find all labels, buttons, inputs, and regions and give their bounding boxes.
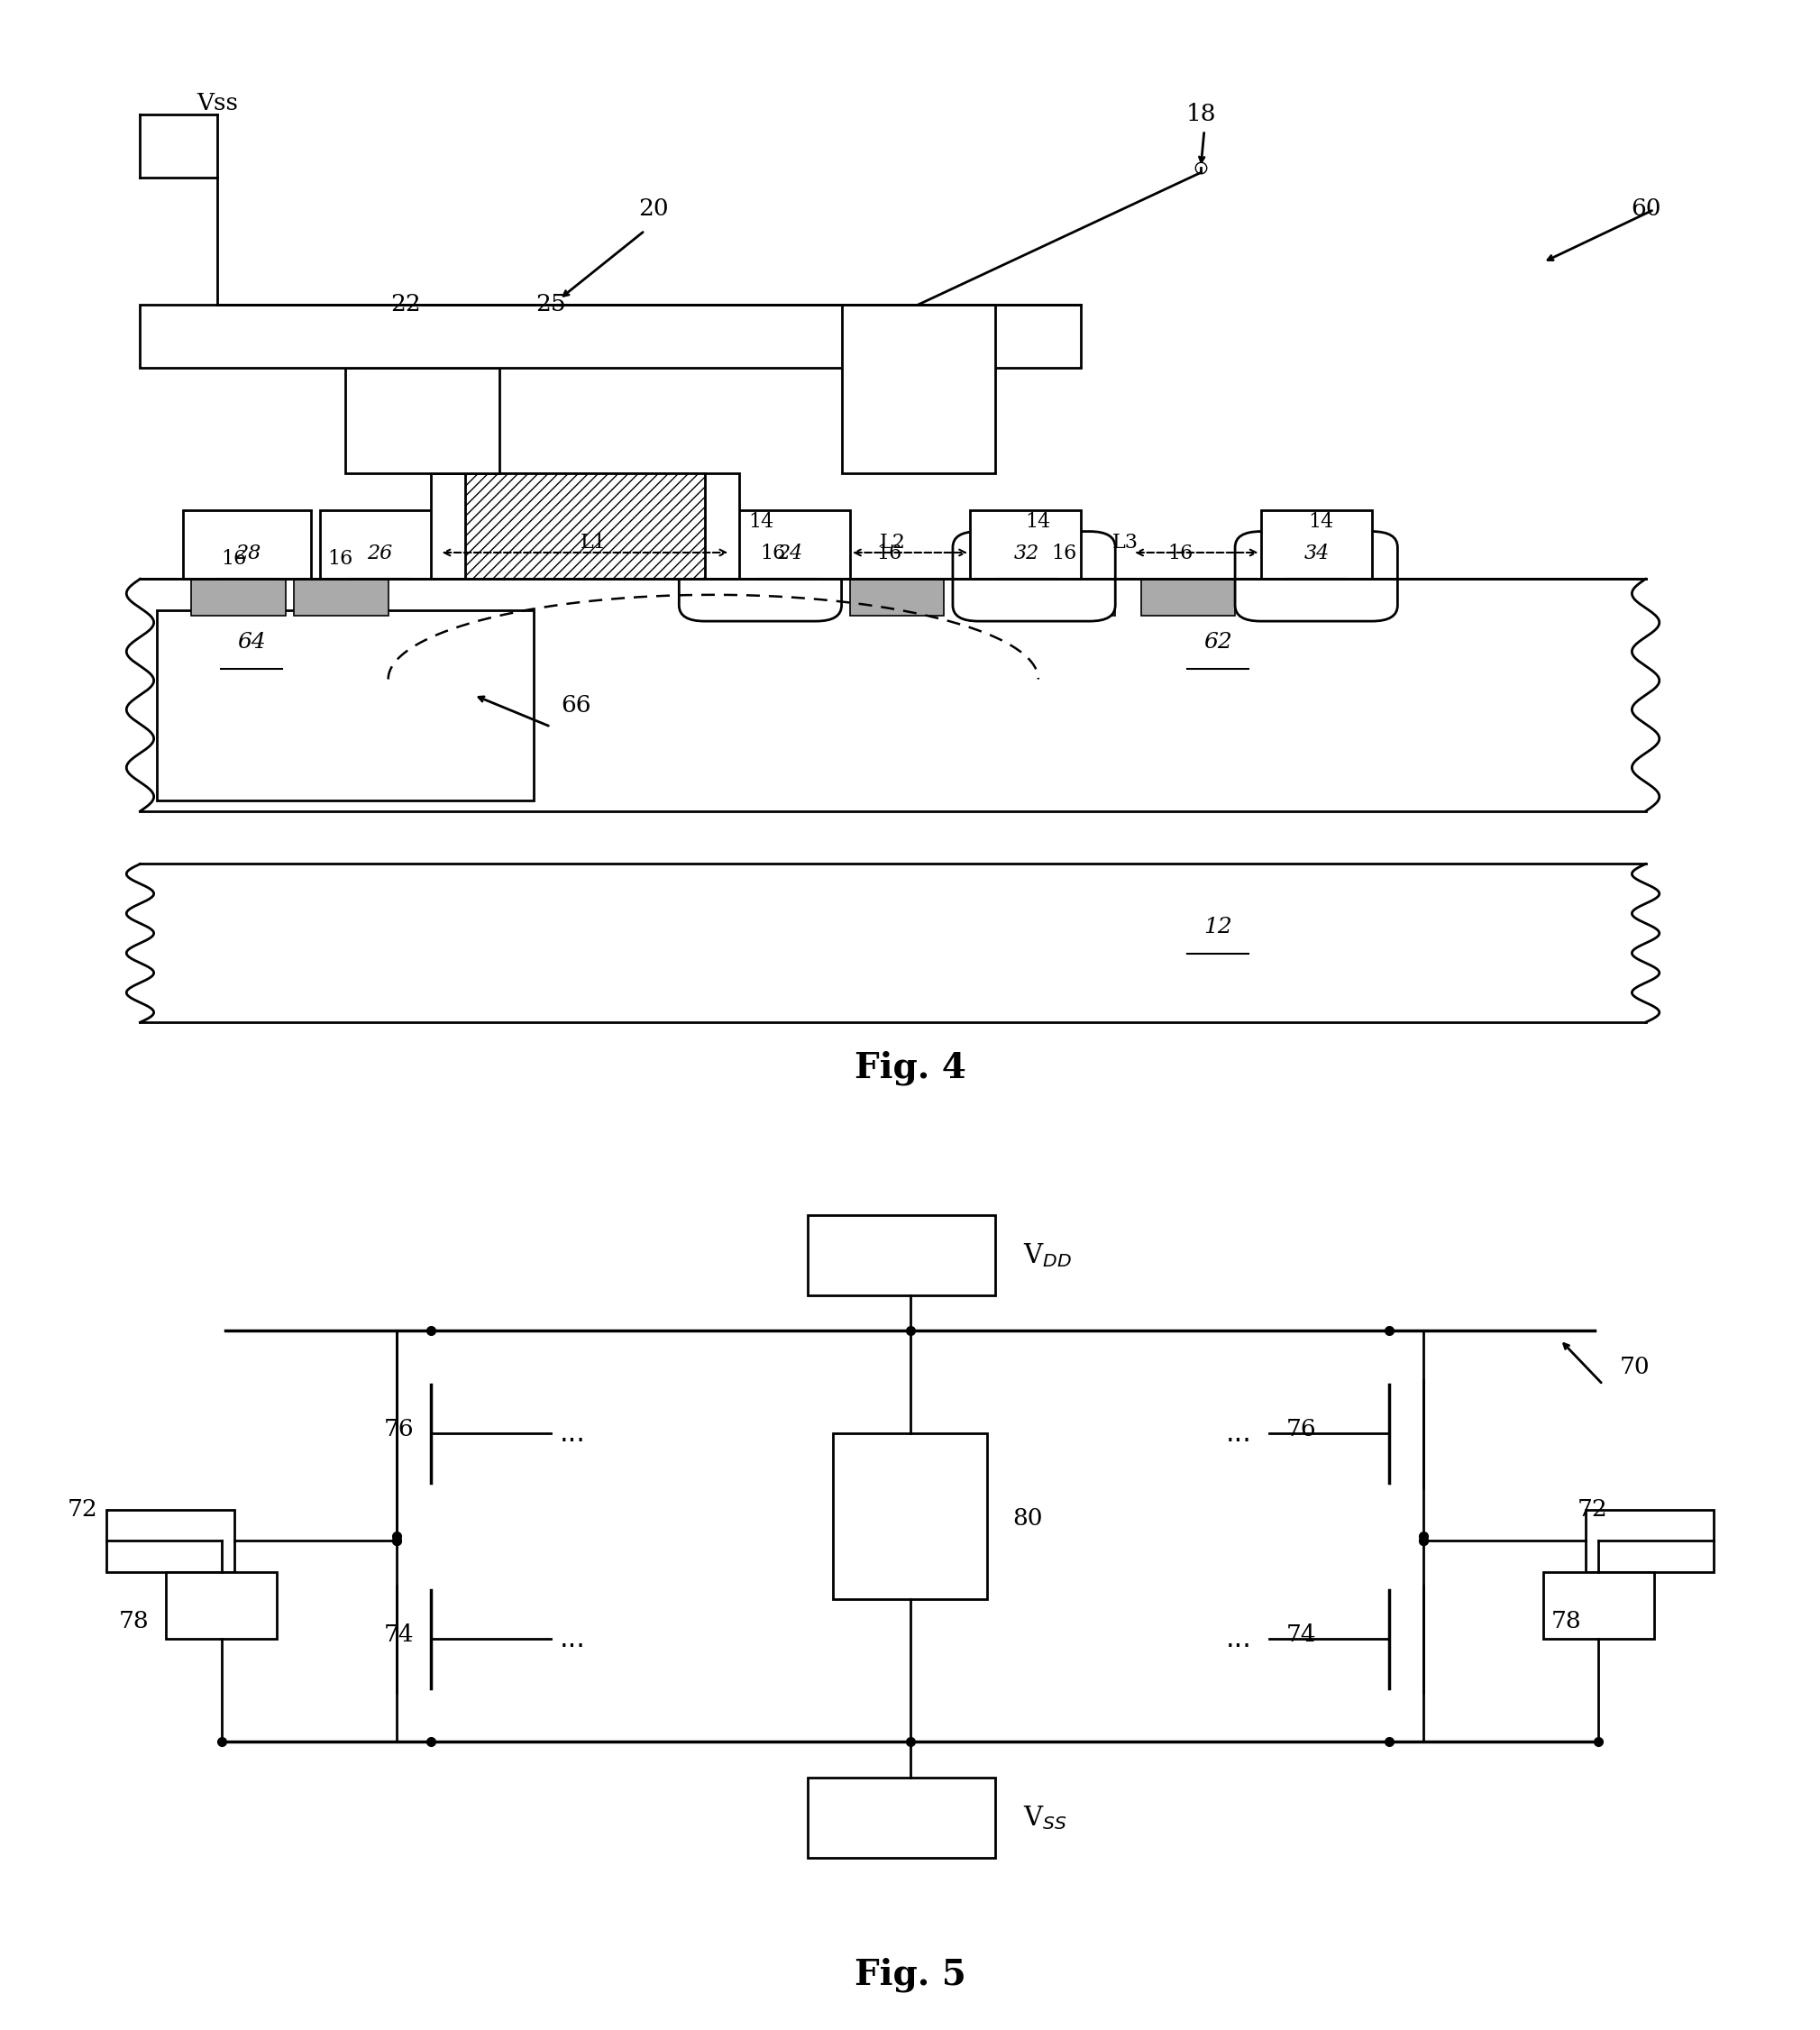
FancyBboxPatch shape <box>166 1571 277 1638</box>
Text: 22: 22 <box>389 292 420 315</box>
Text: 78: 78 <box>118 1610 149 1632</box>
FancyBboxPatch shape <box>850 579 945 615</box>
FancyBboxPatch shape <box>1021 579 1116 615</box>
FancyBboxPatch shape <box>1141 579 1236 615</box>
Text: 66: 66 <box>561 694 592 717</box>
FancyBboxPatch shape <box>730 510 850 579</box>
Text: 12: 12 <box>1203 918 1232 938</box>
Text: 60: 60 <box>1631 197 1660 219</box>
Text: 16: 16 <box>1168 544 1194 562</box>
Text: 74: 74 <box>384 1624 413 1646</box>
Text: 64: 64 <box>237 631 266 654</box>
Text: 74: 74 <box>1287 1624 1316 1646</box>
FancyBboxPatch shape <box>466 473 704 579</box>
Text: 26: 26 <box>368 544 393 562</box>
Text: Fig. 5: Fig. 5 <box>854 1957 966 1991</box>
FancyBboxPatch shape <box>808 1214 996 1295</box>
FancyBboxPatch shape <box>191 579 286 615</box>
Text: 76: 76 <box>384 1417 413 1441</box>
Text: 25: 25 <box>535 292 566 315</box>
Text: ...: ... <box>1227 1421 1252 1447</box>
FancyBboxPatch shape <box>295 579 388 615</box>
FancyBboxPatch shape <box>320 510 440 579</box>
Text: 70: 70 <box>1620 1356 1651 1378</box>
Text: L3: L3 <box>1112 532 1139 552</box>
FancyBboxPatch shape <box>954 532 1116 621</box>
Text: ...: ... <box>1227 1626 1252 1652</box>
FancyBboxPatch shape <box>1585 1510 1714 1571</box>
Text: 14: 14 <box>1309 512 1334 532</box>
Text: 28: 28 <box>235 544 260 562</box>
Text: 78: 78 <box>1551 1610 1582 1632</box>
FancyBboxPatch shape <box>184 510 311 579</box>
FancyBboxPatch shape <box>1543 1571 1654 1638</box>
FancyBboxPatch shape <box>106 1510 235 1571</box>
FancyBboxPatch shape <box>431 473 739 579</box>
Text: 24: 24 <box>777 544 803 562</box>
FancyBboxPatch shape <box>140 304 1081 367</box>
Text: 76: 76 <box>1287 1417 1316 1441</box>
Text: 34: 34 <box>1305 544 1330 562</box>
Text: 20: 20 <box>639 197 668 219</box>
Text: 16: 16 <box>877 544 903 562</box>
FancyBboxPatch shape <box>1236 532 1398 621</box>
Text: 16: 16 <box>328 548 353 568</box>
FancyBboxPatch shape <box>157 611 533 800</box>
Text: 32: 32 <box>1014 544 1039 562</box>
Text: 62: 62 <box>1203 631 1232 654</box>
Text: V$_{DD}$: V$_{DD}$ <box>1023 1240 1072 1269</box>
Text: 16: 16 <box>222 548 248 568</box>
FancyBboxPatch shape <box>834 1433 986 1600</box>
Text: V$_{SS}$: V$_{SS}$ <box>1023 1805 1067 1831</box>
Text: 16: 16 <box>1052 544 1077 562</box>
FancyBboxPatch shape <box>346 367 499 473</box>
Text: ...: ... <box>559 1421 586 1447</box>
FancyBboxPatch shape <box>1261 510 1372 579</box>
Text: Vss: Vss <box>197 91 238 114</box>
FancyBboxPatch shape <box>841 304 996 473</box>
Text: 14: 14 <box>748 512 774 532</box>
Text: 72: 72 <box>1578 1498 1607 1520</box>
FancyBboxPatch shape <box>808 1778 996 1857</box>
Text: 80: 80 <box>1012 1506 1043 1531</box>
FancyBboxPatch shape <box>970 510 1081 579</box>
Text: L2: L2 <box>879 532 906 552</box>
Text: Fig. 4: Fig. 4 <box>854 1052 966 1086</box>
FancyBboxPatch shape <box>679 532 841 621</box>
Text: ...: ... <box>559 1626 586 1652</box>
Text: 14: 14 <box>1026 512 1050 532</box>
Text: 16: 16 <box>761 544 786 562</box>
Text: L1: L1 <box>581 532 606 552</box>
Text: 18: 18 <box>1187 102 1216 126</box>
FancyBboxPatch shape <box>739 579 834 615</box>
Text: 72: 72 <box>67 1498 98 1520</box>
